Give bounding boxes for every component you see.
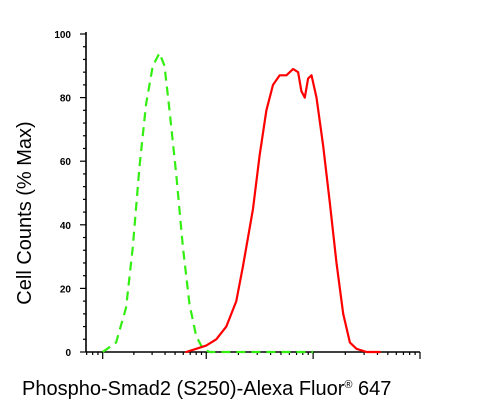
- dashed-green-histogram-line: [102, 52, 314, 354]
- x-axis-title-main: Phospho-Smad2 (S250)-Alexa Fluor: [22, 378, 345, 400]
- x-axis-title-suffix: 647: [353, 378, 392, 400]
- x-axis-ticks: [86, 352, 421, 359]
- y-tick-label-100: 100: [54, 30, 71, 41]
- solid-red-histogram-line: [185, 67, 381, 354]
- registered-mark: ®: [344, 379, 352, 391]
- y-tick-label-0: 0: [65, 348, 71, 359]
- y-tick-label-20: 20: [60, 284, 72, 295]
- y-tick-label-60: 60: [60, 157, 72, 168]
- y-tick-label-40: 40: [60, 221, 72, 232]
- x-axis-title: Phospho-Smad2 (S250)-Alexa Fluor® 647: [22, 378, 391, 400]
- y-tick-label-80: 80: [60, 94, 72, 105]
- y-axis-title: Cell Counts (% Max): [14, 121, 36, 304]
- series-layer: [102, 52, 381, 354]
- y-axis-ticks: 0 20 40 60 80 100: [54, 30, 86, 359]
